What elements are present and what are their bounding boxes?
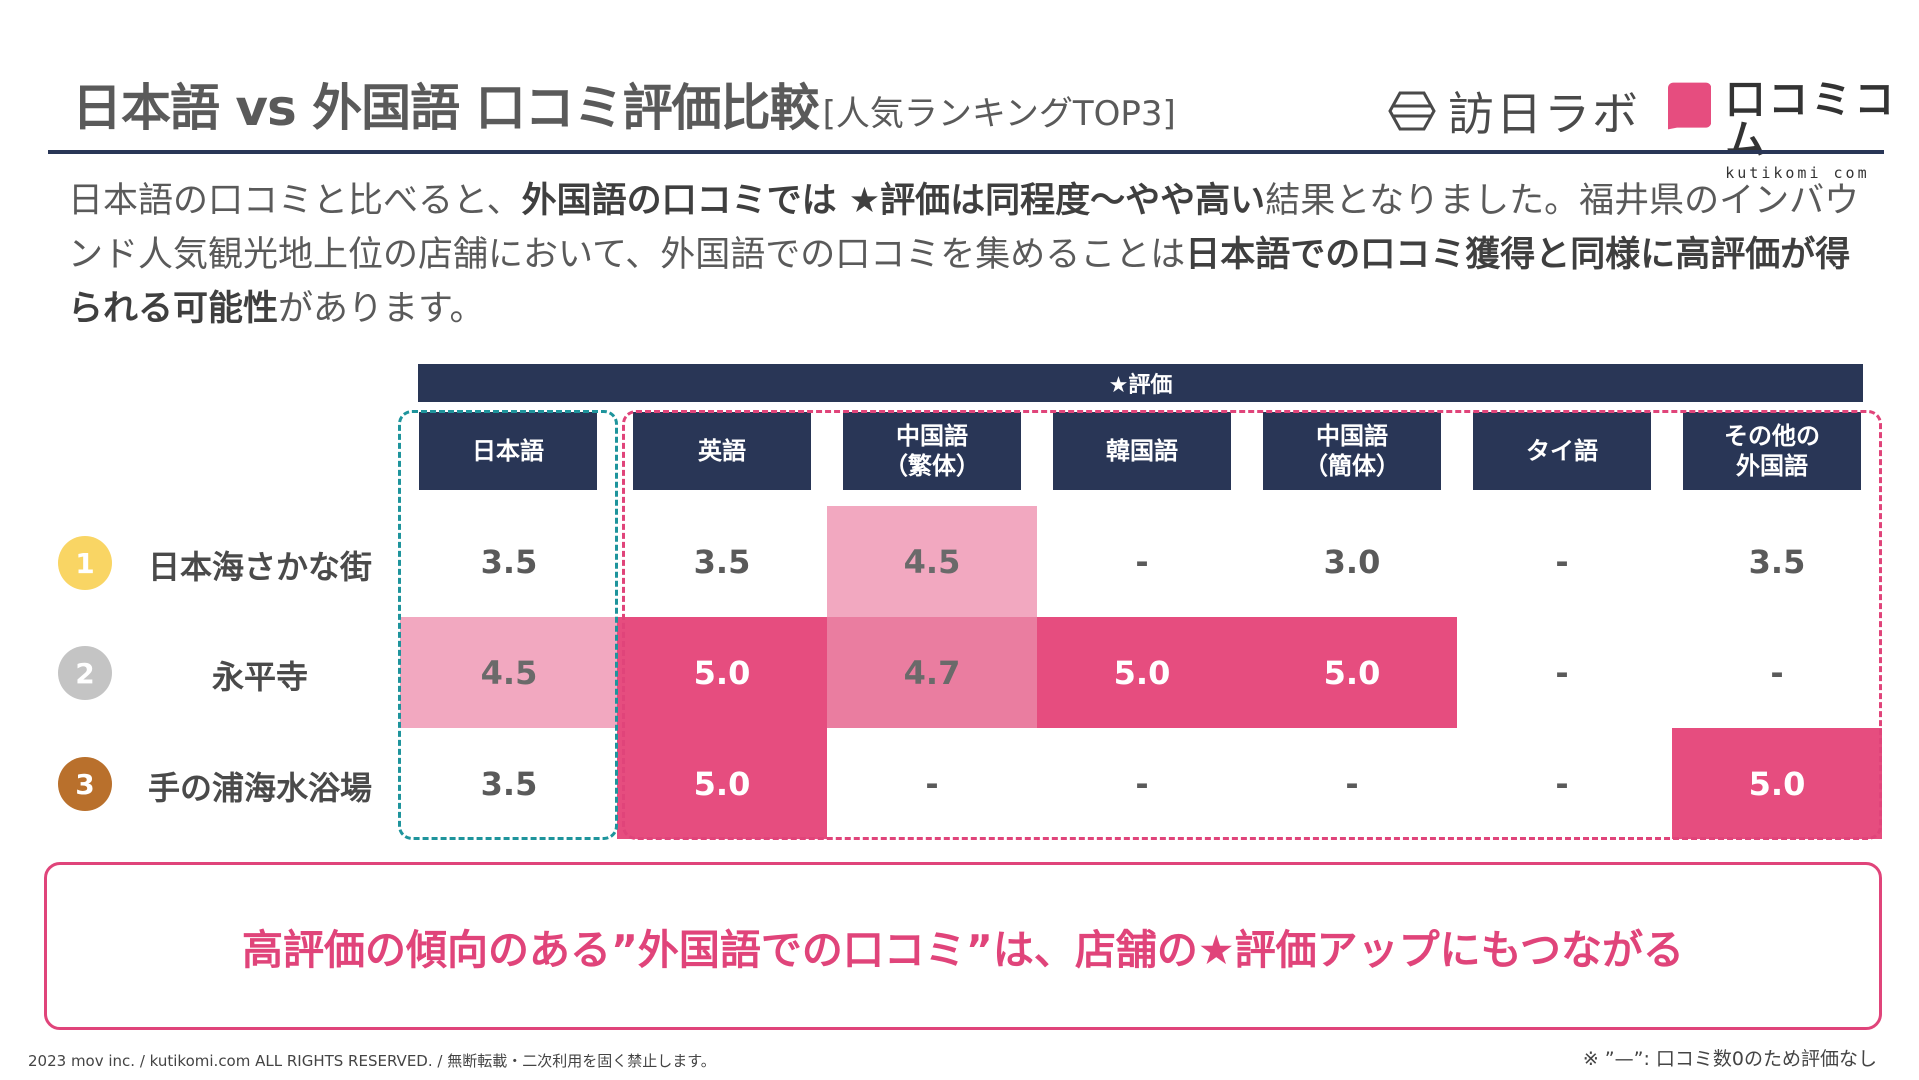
rating-cell: - [1555, 653, 1569, 692]
japanese-column-highlight [398, 410, 618, 840]
hexagon-logo-icon [1388, 91, 1436, 131]
rating-cell: 3.5 [693, 542, 751, 581]
rating-cell: - [1555, 764, 1569, 803]
place-name: 永平寺 [211, 658, 308, 696]
intro-part-3: があります。 [278, 289, 485, 329]
rank-badge: 3 [58, 757, 112, 811]
rating-cell: 3.5 [480, 542, 538, 581]
rating-cell: 4.5 [827, 506, 1037, 617]
rating-cell: 3.0 [1323, 542, 1381, 581]
place-name: 手の浦海水浴場 [147, 769, 372, 807]
title-sub: [人気ランキングTOP3] [822, 94, 1176, 134]
rating-cell: - [925, 764, 939, 803]
rating-cell: - [1135, 764, 1149, 803]
rating-cell: 5.0 [1037, 617, 1247, 728]
column-header: 英語 [633, 412, 811, 490]
rating-cell: 5.0 [617, 617, 827, 728]
intro-part-2: 結果となりました。福井県のインバウンド人気観光地上位の店舗において、外国語での口… [68, 181, 1860, 275]
copyright-footer: 2023 mov inc. / kutikomi.com ALL RIGHTS … [28, 1052, 716, 1070]
rating-cell: - [1135, 542, 1149, 581]
conclusion-callout: 高評価の傾向のある”外国語での口コミ”は、店舗の★評価アップにもつながる [44, 862, 1882, 1030]
kutikomi-name: 口コミコム [1725, 77, 1898, 163]
intro-bold-2: 日本語での口コミ獲得と同様に高評価が得られる可能性 [68, 235, 1851, 329]
column-header: 日本語 [419, 412, 597, 490]
rating-cell: - [1345, 764, 1359, 803]
rating-cell: 4.5 [400, 617, 618, 728]
place-name: 日本海さかな街 [147, 548, 372, 586]
column-header: 中国語 （簡体） [1263, 412, 1441, 490]
column-header: その他の 外国語 [1683, 412, 1861, 490]
intro-part-1: 日本語の口コミと比べると、 [68, 181, 522, 221]
rating-cell: - [1555, 542, 1569, 581]
dash-legend-note: ※ ”—”: 口コミ数0のため評価なし [1582, 1048, 1877, 1070]
page-title: 日本語 vs 外国語 口コミ評価比較 [人気ランキングTOP3] [72, 68, 1176, 140]
kutikomi-sub: kutikomi com [1725, 164, 1870, 182]
title-main: 日本語 vs 外国語 口コミ評価比較 [72, 79, 820, 137]
rank-badge: 1 [58, 536, 112, 590]
rating-header-bar: ★評価 [418, 364, 1863, 402]
houjitsu-lab-logo: 訪日ラボ [1388, 78, 1640, 144]
rating-cell: 4.7 [827, 617, 1037, 728]
speech-bubble-icon [1668, 82, 1712, 130]
rank-badge: 2 [58, 646, 112, 700]
intro-paragraph: 日本語の口コミと比べると、外国語の口コミでは ★評価は同程度〜やや高い結果となり… [68, 174, 1868, 336]
rating-cell: 5.0 [1672, 728, 1882, 839]
rating-cell: 5.0 [617, 728, 827, 839]
rating-cell: 5.0 [1247, 617, 1457, 728]
column-header: タイ語 [1473, 412, 1651, 490]
column-header: 韓国語 [1053, 412, 1231, 490]
column-header: 中国語 （繁体） [843, 412, 1021, 490]
rating-cell: 3.5 [480, 764, 538, 803]
rating-cell: 3.5 [1748, 542, 1806, 581]
houjitsu-lab-text: 訪日ラボ [1448, 87, 1640, 141]
intro-bold-1: 外国語の口コミでは ★評価は同程度〜やや高い [521, 181, 1266, 221]
kutikomi-logo: 口コミコム kutikomi com [1668, 80, 1919, 182]
rating-cell: - [1770, 653, 1784, 692]
title-divider [48, 150, 1884, 154]
foreign-columns-highlight [622, 410, 1882, 840]
